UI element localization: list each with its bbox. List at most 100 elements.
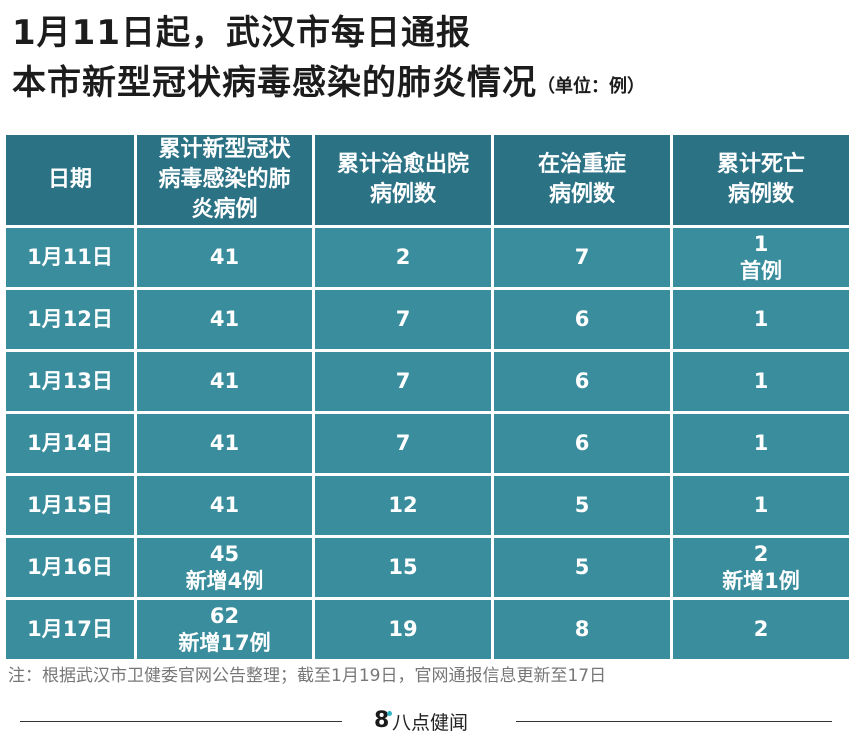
severe-cell-value: 5 xyxy=(574,555,590,579)
cured-cell: 2 xyxy=(312,225,494,290)
cured-cell: 7 xyxy=(312,411,494,476)
deaths-cell-value: 2 xyxy=(753,541,769,566)
cases-table: 日期 累计新型冠状病毒感染的肺炎病例 累计治愈出院病例数 在治重症病例数 累计死… xyxy=(3,132,852,662)
cases-cell-value: 41 xyxy=(209,307,240,331)
table-row: 1月12日 41 7 6 1 xyxy=(3,287,852,352)
cases-cell-value: 41 xyxy=(209,493,240,517)
deaths-cell: 1 xyxy=(670,287,852,352)
deaths-cell-value: 1 xyxy=(753,231,769,256)
severe-cell: 7 xyxy=(491,225,673,290)
header-deaths: 累计死亡病例数 xyxy=(670,132,852,228)
date-cell-value: 1月13日 xyxy=(27,369,113,393)
deaths-cell: 1 xyxy=(670,411,852,476)
deaths-cell-value: 2 xyxy=(753,617,769,641)
cases-cell: 41 xyxy=(134,287,315,352)
cured-cell-value: 7 xyxy=(395,369,411,393)
cases-cell-value: 41 xyxy=(209,431,240,455)
severe-cell: 5 xyxy=(491,535,673,600)
table-row: 1月11日 41 2 7 1 首例 xyxy=(3,225,852,290)
date-cell-value: 1月16日 xyxy=(27,555,113,579)
date-cell: 1月11日 xyxy=(3,225,137,290)
header-deaths-text: 累计死亡病例数 xyxy=(716,152,805,207)
severe-cell-value: 7 xyxy=(574,245,590,269)
date-cell-value: 1月12日 xyxy=(27,307,113,331)
date-cell-value: 1月14日 xyxy=(27,431,113,455)
footer-divider-left xyxy=(20,721,342,722)
date-cell: 1月16日 xyxy=(3,535,137,600)
page-title: 1月11日起，武汉市每日通报 本市新型冠状病毒感染的肺炎情况（单位：例） xyxy=(12,8,842,112)
cured-cell: 19 xyxy=(312,597,494,662)
cases-cell-value: 41 xyxy=(209,369,240,393)
cases-cell-value: 41 xyxy=(209,245,240,269)
cured-cell-value: 2 xyxy=(395,245,411,269)
severe-cell-value: 6 xyxy=(574,431,590,455)
date-cell: 1月12日 xyxy=(3,287,137,352)
cured-cell-value: 7 xyxy=(395,307,411,331)
table-row: 1月16日 45 新增4例 15 5 2 新增1例 xyxy=(3,535,852,600)
cases-cell-value: 62 xyxy=(209,603,240,628)
severe-cell: 6 xyxy=(491,287,673,352)
cases-cell-note: 新增17例 xyxy=(178,630,271,655)
cured-cell: 7 xyxy=(312,287,494,352)
deaths-cell: 2 新增1例 xyxy=(670,535,852,600)
brand-logo-icon: 8 xyxy=(374,708,392,733)
brand-name: 八点健闻 xyxy=(392,711,469,734)
cured-cell-value: 19 xyxy=(388,617,418,641)
footer: 8 八点健闻 xyxy=(0,708,852,734)
cases-cell: 41 xyxy=(134,349,315,414)
severe-cell: 5 xyxy=(491,473,673,538)
header-severe-text: 在治重症病例数 xyxy=(537,152,626,207)
date-cell-value: 1月17日 xyxy=(27,617,113,641)
severe-cell: 6 xyxy=(491,411,673,476)
table-row: 1月14日 41 7 6 1 xyxy=(3,411,852,476)
deaths-cell: 1 xyxy=(670,349,852,414)
header-cured: 累计治愈出院病例数 xyxy=(312,132,494,228)
severe-cell: 8 xyxy=(491,597,673,662)
date-cell: 1月17日 xyxy=(3,597,137,662)
cured-cell-value: 12 xyxy=(388,493,418,517)
deaths-cell-note: 新增1例 xyxy=(722,568,800,593)
severe-cell: 6 xyxy=(491,349,673,414)
deaths-cell: 1 xyxy=(670,473,852,538)
date-cell: 1月14日 xyxy=(3,411,137,476)
date-cell-value: 1月15日 xyxy=(27,493,113,517)
deaths-cell-value: 1 xyxy=(753,493,769,517)
cured-cell-value: 15 xyxy=(388,555,418,579)
cases-cell: 62 新增17例 xyxy=(134,597,315,662)
brand-logo-dot xyxy=(387,711,392,716)
brand: 8 八点健闻 xyxy=(374,708,468,734)
header-date: 日期 xyxy=(3,132,137,228)
header-severe: 在治重症病例数 xyxy=(491,132,673,228)
cases-cell: 41 xyxy=(134,473,315,538)
footer-divider-right xyxy=(516,721,832,722)
cases-cell-value: 45 xyxy=(209,541,240,566)
header-cured-text: 累计治愈出院病例数 xyxy=(336,152,469,207)
header-cumulative-cases: 累计新型冠状病毒感染的肺炎病例 xyxy=(134,132,315,228)
deaths-cell: 1 首例 xyxy=(670,225,852,290)
date-cell: 1月15日 xyxy=(3,473,137,538)
deaths-cell-value: 1 xyxy=(753,431,769,455)
cured-cell: 15 xyxy=(312,535,494,600)
deaths-cell-note: 首例 xyxy=(740,258,782,283)
date-cell: 1月13日 xyxy=(3,349,137,414)
severe-cell-value: 8 xyxy=(574,617,590,641)
date-cell-value: 1月11日 xyxy=(27,245,113,269)
title-line-2-text: 本市新型冠状病毒感染的肺炎情况 xyxy=(12,63,537,103)
title-line-1: 1月11日起，武汉市每日通报 xyxy=(12,13,471,53)
deaths-cell: 2 xyxy=(670,597,852,662)
cases-cell: 45 新增4例 xyxy=(134,535,315,600)
cases-cell: 41 xyxy=(134,411,315,476)
cured-cell: 12 xyxy=(312,473,494,538)
cases-cell-note: 新增4例 xyxy=(185,568,264,593)
severe-cell-value: 6 xyxy=(574,307,590,331)
severe-cell-value: 5 xyxy=(574,493,590,517)
severe-cell-value: 6 xyxy=(574,369,590,393)
deaths-cell-value: 1 xyxy=(753,307,769,331)
cured-cell: 7 xyxy=(312,349,494,414)
header-cumulative-cases-text: 累计新型冠状病毒感染的肺炎病例 xyxy=(158,137,291,222)
table-row: 1月15日 41 12 5 1 xyxy=(3,473,852,538)
cases-cell: 41 xyxy=(134,225,315,290)
table-header-row: 日期 累计新型冠状病毒感染的肺炎病例 累计治愈出院病例数 在治重症病例数 累计死… xyxy=(3,132,852,228)
unit-label: （单位：例） xyxy=(537,76,645,97)
brand-logo-text: 8 xyxy=(374,708,390,733)
